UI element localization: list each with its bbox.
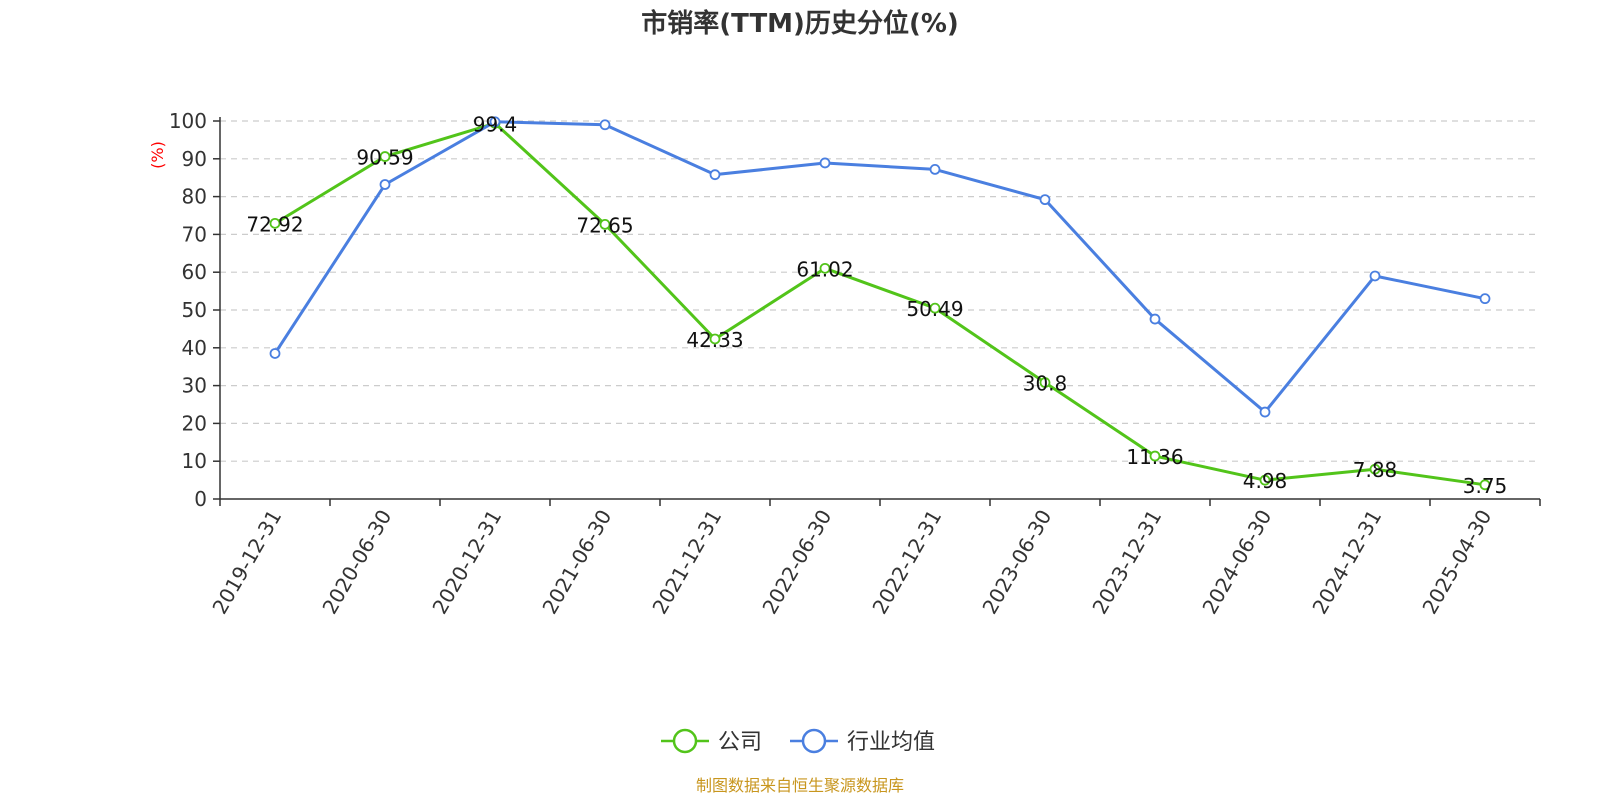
x-tick-label: 2020-06-30 xyxy=(317,506,396,619)
data-point[interactable] xyxy=(929,302,941,314)
series-layer xyxy=(269,116,1491,491)
x-tick-label: 2022-12-31 xyxy=(867,506,946,619)
axis-layer: 0 10 20 30 40 50 60 70 80 90 100 2019-12-31 2020-06-… xyxy=(169,109,1541,619)
data-point[interactable] xyxy=(1259,474,1271,486)
legend-label-0[interactable]: 公司 xyxy=(718,730,762,755)
legend-label-1[interactable]: 行业均值 xyxy=(847,730,935,755)
data-label-layer: 72.92 90.59 99.4 72.65 42.33 61.02 50.49 30.8 11… xyxy=(246,112,1507,498)
x-tick-label: 2019-12-31 xyxy=(207,506,286,619)
data-point[interactable] xyxy=(599,218,611,230)
x-tick-label: 2024-12-31 xyxy=(1307,506,1386,619)
data-label: 61.02 xyxy=(796,257,853,281)
data-point[interactable] xyxy=(1039,194,1051,206)
data-label: 4.98 xyxy=(1243,469,1288,493)
legend-marker-1[interactable] xyxy=(801,728,827,754)
data-point[interactable] xyxy=(379,179,391,190)
data-point[interactable] xyxy=(269,348,281,359)
data-point[interactable] xyxy=(1369,463,1381,475)
data-point[interactable] xyxy=(929,163,941,175)
x-tick-label: 2021-06-30 xyxy=(537,506,616,619)
x-tick-label: 2021-12-31 xyxy=(647,506,726,619)
data-point[interactable] xyxy=(599,119,611,131)
data-point[interactable] xyxy=(379,151,391,162)
x-tick-label: 2023-12-31 xyxy=(1087,506,1166,619)
data-point[interactable] xyxy=(1259,406,1271,418)
data-point[interactable] xyxy=(489,116,501,128)
data-point[interactable] xyxy=(1039,377,1051,388)
y-tick-label: 80 xyxy=(182,185,207,209)
grid-layer xyxy=(220,120,1540,462)
y-tick-label: 90 xyxy=(182,147,207,171)
data-label: 72.92 xyxy=(246,212,303,236)
series-line-0 xyxy=(274,121,1486,487)
y-tick-label: 30 xyxy=(182,374,207,398)
y-tick-label: 10 xyxy=(182,449,207,473)
legend-marker-0[interactable] xyxy=(672,728,698,754)
data-point[interactable] xyxy=(819,262,831,274)
source-note: 制图数据来自恒生聚源数据库 xyxy=(696,776,904,795)
data-point[interactable] xyxy=(1479,479,1491,491)
y-tick-label: 60 xyxy=(182,260,207,284)
y-tick-label: 100 xyxy=(169,109,207,133)
chart-title: 市销率(TTM)历史分位(%) xyxy=(641,8,959,39)
data-label: 50.49 xyxy=(906,297,963,321)
data-label: 30.8 xyxy=(1023,372,1068,396)
data-label: 99.4 xyxy=(473,112,518,136)
data-label: 90.59 xyxy=(356,146,413,170)
data-point[interactable] xyxy=(269,217,281,229)
legend[interactable]: 公司 行业均值 xyxy=(661,728,935,755)
x-tick-label: 2022-06-30 xyxy=(757,506,836,619)
data-point[interactable] xyxy=(1479,293,1491,305)
x-tick-label: 2025-04-30 xyxy=(1417,506,1496,619)
data-label: 11.36 xyxy=(1126,445,1183,469)
y-tick-label: 50 xyxy=(182,298,207,322)
data-point[interactable] xyxy=(709,169,721,181)
series-line-1 xyxy=(273,120,1486,414)
data-point[interactable] xyxy=(819,157,831,169)
data-point[interactable] xyxy=(709,333,721,345)
x-tick-label: 2020-12-31 xyxy=(427,506,506,619)
data-label: 42.33 xyxy=(686,328,743,352)
y-tick-label: 40 xyxy=(182,336,207,360)
y-tick-label: 0 xyxy=(194,487,207,511)
y-tick-label: 70 xyxy=(182,222,207,246)
y-tick-label: 20 xyxy=(182,411,207,435)
x-tick-label: 2024-06-30 xyxy=(1197,506,1276,619)
x-tick-label: 2023-06-30 xyxy=(977,506,1056,619)
data-label: 3.75 xyxy=(1463,474,1508,498)
data-point[interactable] xyxy=(1369,270,1381,282)
data-point[interactable] xyxy=(1149,450,1161,462)
data-point[interactable] xyxy=(1149,313,1161,325)
y-axis-label: (%) xyxy=(148,141,167,169)
data-label: 72.65 xyxy=(576,213,633,237)
data-label: 7.88 xyxy=(1353,458,1398,482)
